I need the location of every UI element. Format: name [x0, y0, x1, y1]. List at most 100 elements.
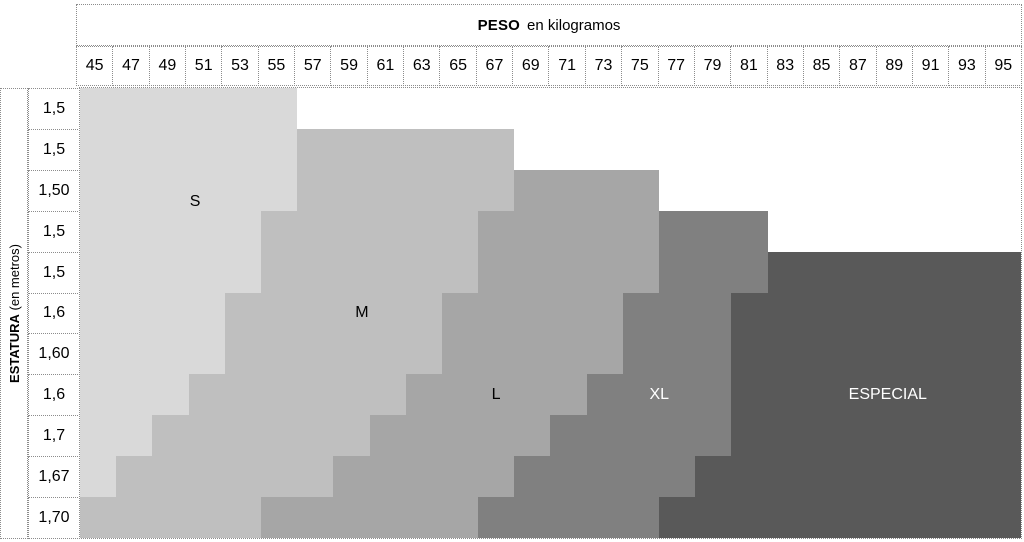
size-cell-m: [188, 415, 225, 457]
size-cell-empty: [586, 128, 623, 170]
size-cell-m: [369, 210, 406, 252]
size-cell-empty: [731, 169, 768, 211]
size-cell-l: [622, 169, 659, 211]
size-cell-especial: [876, 251, 913, 293]
weight-header-cell: 47: [112, 46, 150, 86]
size-cell-especial: [767, 415, 804, 457]
size-cell-especial: [731, 497, 768, 538]
size-matrix-row: [80, 88, 1021, 129]
size-cell-empty: [803, 169, 840, 211]
size-cell-l: [478, 292, 515, 334]
size-cell-s: [188, 292, 225, 334]
size-cell-empty: [912, 169, 949, 211]
size-cell-empty: [767, 128, 804, 170]
size-cell-l: [478, 374, 515, 416]
size-cell-m: [80, 497, 117, 538]
size-cell-especial: [695, 456, 732, 498]
size-cell-m: [152, 456, 189, 498]
size-cell-xl: [659, 415, 696, 457]
size-cell-xl: [622, 497, 659, 538]
size-cell-especial: [767, 251, 804, 293]
size-cell-empty: [912, 88, 949, 129]
size-cell-xl: [586, 456, 623, 498]
size-cell-m: [260, 292, 298, 334]
size-cell-m: [188, 497, 225, 538]
size-cell-s: [80, 88, 117, 129]
weight-header-row: 45 47 49 51 53 55 57 59 61 63 65 67 69 71 73 75 77 79 81 83…: [76, 46, 1022, 86]
size-cell-s: [260, 88, 298, 129]
size-cell-empty: [695, 128, 732, 170]
size-cell-especial: [948, 497, 985, 538]
weight-header-cell: 51: [185, 46, 223, 86]
size-cell-m: [297, 292, 334, 334]
size-cell-s: [188, 333, 225, 375]
weight-header-cell: 87: [839, 46, 877, 86]
height-label-cell: 1,5: [28, 128, 80, 171]
size-cell-xl: [695, 210, 732, 252]
size-cell-s: [224, 88, 261, 129]
size-cell-especial: [912, 374, 949, 416]
size-cell-empty: [369, 88, 406, 129]
size-cell-m: [333, 128, 370, 170]
size-cell-m: [188, 374, 225, 416]
size-cell-l: [441, 292, 479, 334]
size-cell-especial: [731, 333, 768, 375]
size-cell-especial: [984, 497, 1021, 538]
height-label-cell: 1,6: [28, 292, 80, 335]
size-cell-especial: [876, 292, 913, 334]
size-matrix-row: [80, 251, 1021, 293]
size-cell-especial: [876, 333, 913, 375]
size-cell-especial: [659, 497, 696, 538]
size-cell-l: [550, 292, 587, 334]
size-cell-l: [333, 456, 370, 498]
size-cell-m: [297, 128, 334, 170]
size-cell-m: [478, 128, 515, 170]
size-cell-especial: [948, 374, 985, 416]
size-cell-l: [478, 333, 515, 375]
size-cell-m: [441, 251, 479, 293]
size-cell-especial: [912, 333, 949, 375]
size-cell-l: [441, 456, 479, 498]
size-cell-s: [116, 292, 153, 334]
size-cell-l: [369, 497, 406, 538]
size-cell-especial: [984, 374, 1021, 416]
size-cell-s: [80, 374, 117, 416]
size-cell-m: [152, 415, 189, 457]
size-cell-l: [586, 210, 623, 252]
size-cell-l: [514, 374, 551, 416]
size-cell-l: [514, 210, 551, 252]
size-cell-m: [188, 456, 225, 498]
size-cell-l: [405, 415, 442, 457]
weight-header-cell: 89: [875, 46, 913, 86]
weight-header-cell: 45: [76, 46, 114, 86]
size-cell-xl: [659, 251, 696, 293]
size-cell-xl: [550, 497, 587, 538]
size-cell-xl: [695, 251, 732, 293]
weight-header-cell: 73: [584, 46, 623, 86]
weight-axis-title: PESO en kilogramos: [76, 4, 1022, 46]
size-cell-m: [297, 333, 334, 375]
size-cell-l: [622, 210, 659, 252]
size-cell-m: [333, 169, 370, 211]
size-cell-xl: [695, 333, 732, 375]
weight-header-cell: 57: [294, 46, 332, 86]
weight-header-cell: 77: [657, 46, 695, 86]
size-cell-especial: [839, 415, 877, 457]
size-matrix-row: [80, 210, 1021, 252]
size-cell-especial: [803, 497, 840, 538]
size-cell-s: [116, 210, 153, 252]
size-cell-especial: [984, 333, 1021, 375]
size-cell-empty: [839, 169, 877, 211]
size-cell-empty: [767, 88, 804, 129]
size-cell-especial: [839, 333, 877, 375]
size-cell-m: [260, 210, 298, 252]
size-cell-empty: [948, 128, 985, 170]
weight-header-cell: 83: [766, 46, 804, 86]
size-cell-m: [152, 497, 189, 538]
size-cell-s: [188, 128, 225, 170]
size-cell-l: [441, 374, 479, 416]
size-cell-m: [224, 456, 261, 498]
size-cell-s: [80, 456, 117, 498]
height-axis-title-rest: (en metros): [6, 244, 22, 311]
weight-axis-title-strong: PESO: [477, 16, 521, 34]
